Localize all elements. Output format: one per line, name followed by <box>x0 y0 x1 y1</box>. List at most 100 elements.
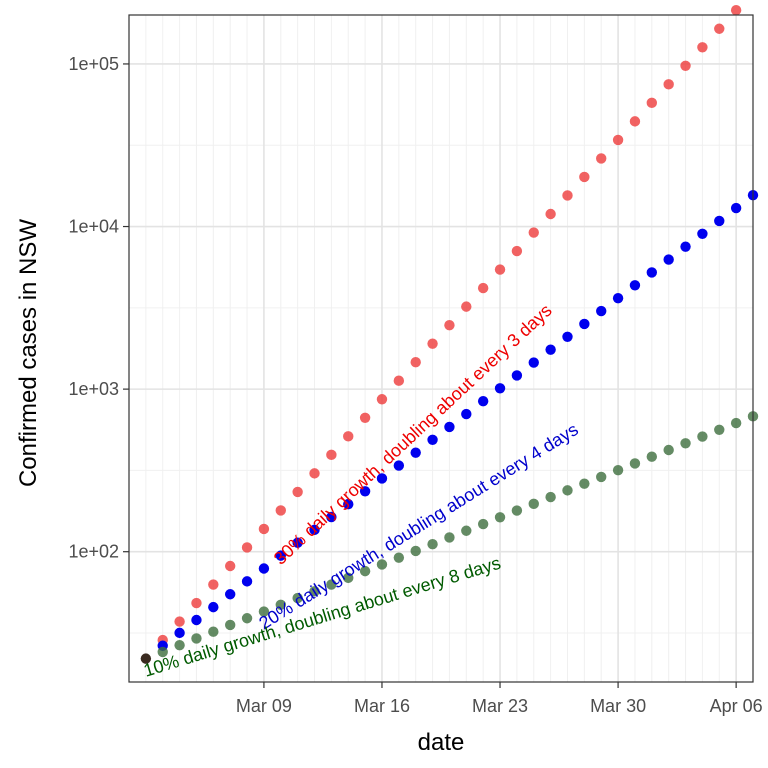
data-point <box>292 486 303 498</box>
data-point <box>208 579 219 590</box>
x-tick-label: Mar 30 <box>590 696 646 716</box>
data-point <box>309 524 320 536</box>
data-point <box>427 539 438 550</box>
data-point <box>477 395 489 407</box>
y-tick-label: 1e+03 <box>68 379 119 399</box>
data-point <box>579 171 590 183</box>
data-point <box>562 485 573 496</box>
data-point <box>663 79 674 90</box>
y-axis-title: Confirmed cases in NSW <box>15 219 42 487</box>
data-point <box>612 292 624 304</box>
data-point <box>326 449 337 461</box>
data-point <box>359 412 371 423</box>
data-point <box>511 370 523 381</box>
data-point <box>410 447 421 458</box>
data-point <box>697 228 708 239</box>
data-point <box>258 606 270 617</box>
data-point <box>444 532 455 543</box>
data-point <box>326 511 337 523</box>
data-point <box>646 267 658 278</box>
x-tick-label: Mar 16 <box>354 696 410 716</box>
data-point <box>579 318 590 330</box>
data-point <box>528 498 539 510</box>
data-point <box>494 383 506 394</box>
data-point <box>663 254 674 265</box>
data-point <box>461 408 472 420</box>
data-point <box>680 438 691 449</box>
data-point <box>680 241 691 252</box>
data-point <box>579 478 590 489</box>
data-point <box>680 60 691 71</box>
data-point <box>730 202 742 214</box>
x-axis-title: date <box>418 729 465 756</box>
data-point <box>646 97 658 109</box>
data-point <box>309 468 320 479</box>
panel-border <box>128 14 754 683</box>
point-layer <box>140 5 759 664</box>
data-point <box>241 613 253 624</box>
data-point <box>562 190 573 201</box>
data-point <box>494 512 506 523</box>
data-point <box>208 626 219 637</box>
data-point <box>174 639 185 651</box>
data-point <box>376 394 388 405</box>
data-point <box>191 633 202 644</box>
data-point <box>528 227 539 238</box>
data-point <box>258 563 270 574</box>
data-point <box>596 153 607 164</box>
data-point <box>224 589 236 600</box>
data-point <box>359 486 371 497</box>
data-point <box>714 215 725 227</box>
data-point <box>697 431 708 442</box>
data-point <box>427 434 438 445</box>
data-point <box>292 537 303 548</box>
data-point <box>224 619 236 631</box>
data-point <box>545 344 556 355</box>
data-point <box>730 5 742 16</box>
y-tick-label: 1e+04 <box>68 217 119 237</box>
data-point <box>629 280 641 291</box>
data-point <box>461 525 472 536</box>
data-point <box>376 559 388 570</box>
data-point <box>562 331 573 342</box>
data-point <box>208 601 219 613</box>
data-point <box>477 282 489 294</box>
data-point <box>275 550 286 561</box>
data-point <box>309 586 320 597</box>
data-point <box>612 134 624 146</box>
data-point <box>191 614 202 626</box>
data-point <box>326 579 337 590</box>
data-point <box>224 560 236 572</box>
data-point <box>157 646 168 658</box>
data-point <box>241 542 253 553</box>
data-point <box>596 305 607 317</box>
data-point <box>511 245 523 257</box>
data-point <box>714 424 725 436</box>
y-tick-label: 1e+02 <box>68 542 119 562</box>
data-point <box>258 523 270 535</box>
data-point <box>241 576 253 587</box>
y-tick-label: 1e+05 <box>68 54 119 74</box>
data-point <box>444 421 455 433</box>
data-point <box>410 357 421 368</box>
data-point <box>646 451 658 462</box>
data-point <box>477 518 489 530</box>
data-point <box>191 597 202 609</box>
x-tick-label: Mar 23 <box>472 696 528 716</box>
data-point-start <box>140 653 152 664</box>
data-point <box>393 460 405 471</box>
x-tick-label: Mar 09 <box>236 696 292 716</box>
data-point <box>697 42 708 53</box>
data-point <box>461 301 472 312</box>
data-point <box>174 627 185 639</box>
data-point <box>545 208 556 220</box>
data-point <box>629 458 641 469</box>
data-point <box>730 417 742 429</box>
data-point <box>511 505 523 516</box>
data-point <box>444 319 455 331</box>
data-point <box>292 592 303 604</box>
data-point <box>359 565 371 577</box>
data-point <box>612 464 624 476</box>
data-point <box>714 23 725 34</box>
